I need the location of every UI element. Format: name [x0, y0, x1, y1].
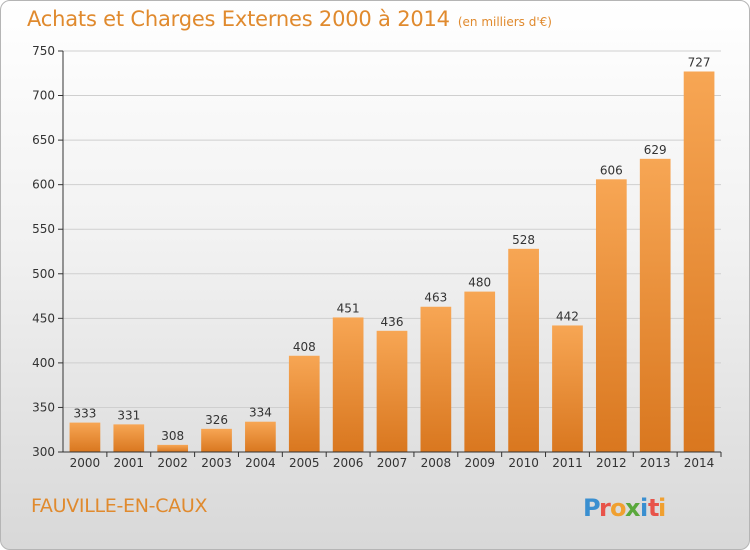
x-tick-label: 2012	[596, 456, 627, 470]
axes	[58, 50, 722, 457]
bar	[245, 421, 276, 452]
data-label: 480	[468, 276, 491, 290]
bars	[69, 71, 715, 453]
data-label: 442	[556, 309, 579, 323]
bar	[420, 306, 452, 452]
data-label: 436	[381, 315, 404, 329]
y-tick-label: 500	[32, 267, 55, 281]
bar	[288, 355, 320, 452]
svg-text:r: r	[599, 494, 611, 522]
data-label: 334	[249, 406, 272, 420]
bar	[464, 291, 496, 452]
proxiti-logo: P r o x i t i	[583, 494, 666, 522]
svg-text:i: i	[640, 494, 648, 522]
bar	[552, 325, 583, 452]
data-label: 326	[205, 413, 228, 427]
y-tick-label: 300	[32, 445, 55, 459]
x-tick-label: 2003	[201, 456, 232, 470]
x-tick-label: 2000	[70, 456, 101, 470]
bar	[113, 424, 145, 452]
x-tick-label: 2014	[684, 456, 715, 470]
data-label: 331	[117, 408, 140, 422]
bar	[683, 71, 715, 453]
data-label: 727	[688, 55, 711, 69]
y-tick-label: 550	[32, 222, 55, 236]
bar	[332, 317, 364, 452]
y-tick-label: 650	[32, 133, 55, 147]
data-label: 408	[293, 340, 316, 354]
y-tick-label: 450	[32, 311, 55, 325]
x-tick-label: 2002	[157, 456, 188, 470]
bar	[595, 179, 627, 452]
x-tick-label: 2009	[464, 456, 495, 470]
chart-title-block: Achats et Charges Externes 2000 à 2014 (e…	[27, 7, 552, 31]
svg-text:o: o	[610, 494, 627, 522]
data-label: 606	[600, 163, 623, 177]
svg-text:P: P	[583, 494, 601, 522]
x-tick-label: 2010	[508, 456, 539, 470]
svg-text:x: x	[625, 494, 641, 522]
chart-title: Achats et Charges Externes 2000 à 2014	[27, 7, 450, 31]
city-name: FAUVILLE-EN-CAUX	[31, 495, 208, 517]
bar	[157, 444, 189, 452]
x-tick-label: 2011	[552, 456, 583, 470]
data-label: 333	[73, 407, 96, 421]
y-tick-label: 700	[32, 89, 55, 103]
x-tick-label: 2005	[289, 456, 320, 470]
data-label: 629	[644, 143, 667, 157]
labels: 300 350 400 450 500 550 600 650 700 750 333 2000 331…	[32, 44, 714, 470]
svg-text:i: i	[658, 494, 666, 522]
y-tick-label: 750	[32, 44, 55, 58]
bar	[508, 248, 539, 452]
bar	[201, 428, 232, 452]
bar	[376, 330, 408, 452]
x-tick-label: 2013	[640, 456, 671, 470]
data-label: 451	[337, 301, 360, 315]
x-tick-label: 2006	[333, 456, 364, 470]
x-tick-label: 2004	[245, 456, 276, 470]
y-tick-label: 400	[32, 356, 55, 370]
chart-subtitle: (en milliers d'€)	[457, 15, 552, 29]
x-tick-label: 2001	[114, 456, 145, 470]
data-label: 463	[424, 291, 447, 305]
x-tick-label: 2007	[377, 456, 408, 470]
svg-text:t: t	[648, 494, 659, 522]
bar	[69, 422, 101, 452]
x-tick-label: 2008	[421, 456, 452, 470]
y-tick-label: 350	[32, 400, 55, 414]
data-label: 528	[512, 233, 535, 247]
y-tick-label: 600	[32, 178, 55, 192]
data-label: 308	[161, 429, 184, 443]
bar	[639, 158, 671, 452]
